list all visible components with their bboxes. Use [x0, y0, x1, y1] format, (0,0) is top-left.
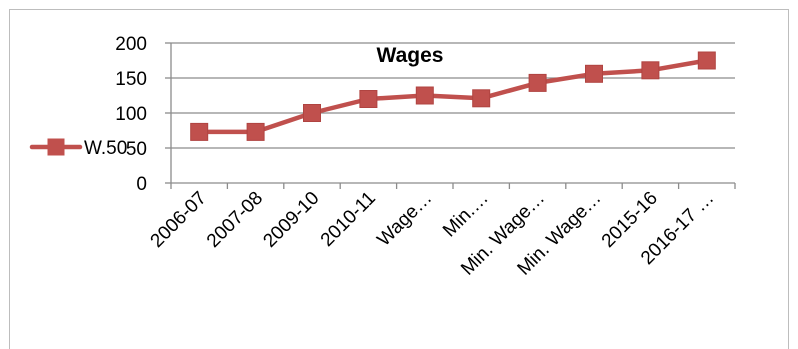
data-point-7 — [585, 64, 603, 83]
y-tick-label-150: 150 — [115, 69, 147, 90]
legend-marker — [47, 138, 65, 156]
data-point-2 — [303, 104, 321, 122]
x-tick-label-0: 2006-07 — [147, 188, 211, 252]
y-tick-label-0: 0 — [136, 174, 147, 195]
y-tick-label-50: 50 — [126, 139, 147, 160]
gridlines — [171, 42, 735, 149]
data-point-8 — [641, 61, 660, 80]
data-point-9 — [697, 51, 716, 70]
x-tick-label-1: 2007-08 — [203, 188, 267, 252]
y-tick-labels: 0 50 100 150 200 — [115, 34, 147, 195]
x-tick-label-5: Min.… — [439, 188, 493, 242]
data-point-4 — [415, 86, 434, 105]
series-line — [196, 58, 710, 135]
legend: W.50 — [29, 138, 127, 159]
x-tick-label-3: 2010-11 — [317, 188, 380, 251]
data-point-5 — [472, 89, 491, 108]
line-chart: 0 50 100 150 200 2006-072007-082009-102010-1… — [29, 34, 736, 280]
y-tick-label-100: 100 — [115, 104, 147, 125]
data-point-0 — [190, 122, 209, 141]
legend-label: W.50 — [84, 138, 127, 159]
chart-title: Wages — [377, 44, 444, 67]
x-tick-label-2: 2009-10 — [259, 188, 323, 252]
data-point-6 — [528, 73, 547, 92]
y-tick-label-200: 200 — [115, 34, 147, 55]
axes — [165, 42, 736, 189]
data-point-3 — [359, 90, 378, 108]
data-point-1 — [246, 122, 265, 141]
series-w50 — [190, 51, 716, 141]
x-tick-label-4: Wage… — [373, 188, 436, 251]
